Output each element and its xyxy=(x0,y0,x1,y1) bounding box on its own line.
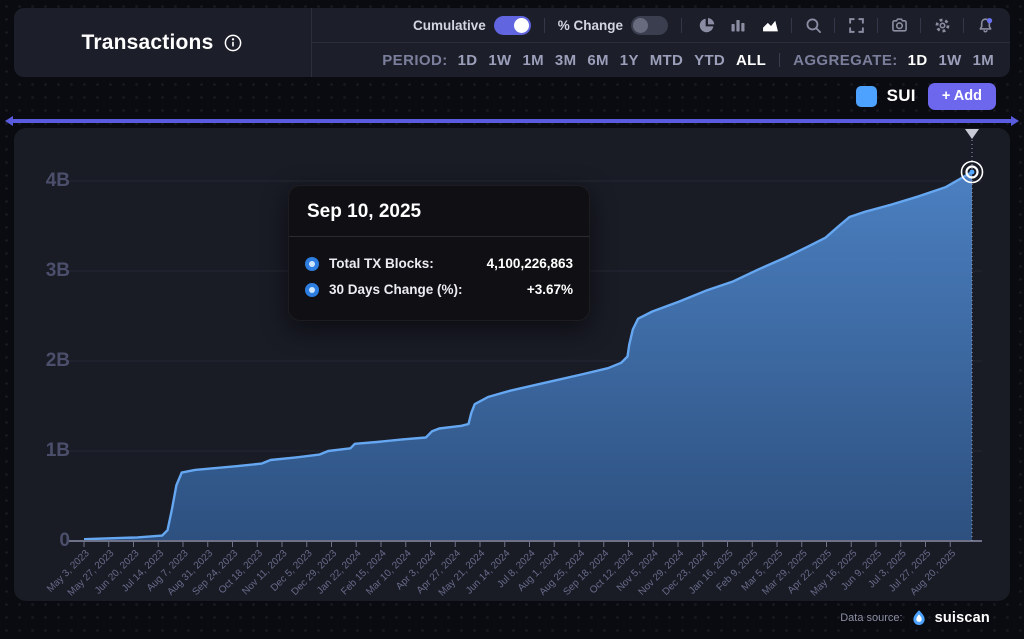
toolbar-row: Cumulative % Change xyxy=(312,8,1010,43)
series-bullet-icon xyxy=(305,256,319,271)
endpoint-marker-dot xyxy=(969,169,975,175)
period-bar: PERIOD: 1D 1W 1M 3M 6M 1Y MTD YTD ALL AGGREGATE:… xyxy=(312,43,1010,77)
settings-icon[interactable] xyxy=(931,14,953,36)
navigator-handle[interactable] xyxy=(965,129,979,139)
period-1d[interactable]: 1D xyxy=(457,51,478,69)
period-1y[interactable]: 1Y xyxy=(619,51,639,69)
y-axis-label: 0 xyxy=(59,530,70,551)
header-controls: Cumulative % Change PERIOD: 1D 1W 1M 3M 6M 1Y… xyxy=(312,8,1010,77)
period-mtd[interactable]: MTD xyxy=(649,51,684,69)
title-section: Transactions xyxy=(14,8,312,77)
separator xyxy=(681,17,682,33)
y-axis-label: 3B xyxy=(45,260,70,281)
period-label: PERIOD: xyxy=(382,51,448,69)
period-options: 1D 1W 1M 3M 6M 1Y MTD YTD ALL xyxy=(458,52,767,69)
tooltip-row: 30 Days Change (%): +3.67% xyxy=(305,282,573,297)
tooltip-value: +3.67% xyxy=(526,282,573,297)
suiscan-logo-icon xyxy=(910,609,928,627)
info-icon[interactable] xyxy=(223,33,243,53)
range-scrubber[interactable] xyxy=(5,116,1019,126)
tooltip-row: Total TX Blocks: 4,100,226,863 xyxy=(305,256,573,271)
aggregate-1m[interactable]: 1M xyxy=(972,51,994,69)
separator xyxy=(779,53,781,67)
scrubber-right-arrow-icon[interactable] xyxy=(1011,116,1019,126)
tooltip-date: Sep 10, 2025 xyxy=(307,201,422,222)
scrubber-left-arrow-icon[interactable] xyxy=(5,116,13,126)
add-series-button[interactable]: + Add xyxy=(927,82,996,110)
legend-item-sui[interactable]: SUI xyxy=(855,85,916,107)
separator xyxy=(963,17,964,33)
aggregate-1w[interactable]: 1W xyxy=(938,51,962,69)
tooltip-rows: Total TX Blocks: 4,100,226,863 30 Days Cha… xyxy=(289,237,589,320)
separator xyxy=(791,17,792,33)
notifications-icon[interactable] xyxy=(974,14,996,36)
tooltip-label: 30 Days Change (%): xyxy=(329,282,463,297)
tooltip-label: Total TX Blocks: xyxy=(329,256,434,271)
suiscan-brand[interactable]: suiscan xyxy=(934,610,990,626)
series-bullet-icon xyxy=(305,282,319,297)
cumulative-label: Cumulative xyxy=(412,17,486,33)
footer: Data source: suiscan xyxy=(840,609,990,627)
y-axis-label: 2B xyxy=(45,350,70,371)
legend-row: SUI + Add xyxy=(855,82,996,110)
data-source-label: Data source: xyxy=(840,612,903,624)
fullscreen-icon[interactable] xyxy=(845,14,867,36)
aggregate-label: AGGREGATE: xyxy=(793,51,898,69)
line-series-sui xyxy=(83,170,973,541)
area-series-sui xyxy=(84,172,972,541)
search-icon[interactable] xyxy=(802,14,824,36)
pie-chart-icon[interactable] xyxy=(695,14,717,36)
period-all[interactable]: ALL xyxy=(736,51,767,69)
tooltip-divider xyxy=(289,236,589,237)
separator xyxy=(543,17,545,33)
toolbar-icons xyxy=(695,14,996,36)
period-6m[interactable]: 6M xyxy=(587,51,609,69)
legend-series-label: SUI xyxy=(886,86,916,105)
y-axis-label: 1B xyxy=(45,440,70,461)
chart-panel[interactable]: 0 1B 2B 3B 4B May 3, 2023 May 27, 2023 Jun 20,… xyxy=(14,128,1010,601)
separator xyxy=(834,17,835,33)
toggle-knob xyxy=(633,17,648,33)
period-1m[interactable]: 1M xyxy=(522,51,544,69)
separator xyxy=(877,17,878,33)
aggregate-1d[interactable]: 1D xyxy=(907,51,928,69)
aggregate-options: 1D 1W 1M xyxy=(908,52,994,69)
camera-icon[interactable] xyxy=(888,14,910,36)
period-1w[interactable]: 1W xyxy=(488,51,512,69)
percent-change-toggle[interactable] xyxy=(631,15,668,35)
percent-change-label: % Change xyxy=(557,17,623,33)
bar-chart-icon[interactable] xyxy=(727,14,749,36)
toggle-knob xyxy=(513,17,529,33)
endpoint-marker xyxy=(960,160,984,184)
endpoint-marker xyxy=(965,165,979,179)
header-panel: Transactions Cumulative % Change xyxy=(14,8,1010,77)
page-title: Transactions xyxy=(81,30,214,54)
chart-tooltip: Sep 10, 2025 Total TX Blocks: 4,100,226,8… xyxy=(288,185,590,321)
percent-change-toggle-group: % Change xyxy=(557,15,668,35)
cumulative-toggle-group: Cumulative xyxy=(412,15,531,35)
area-chart-icon[interactable] xyxy=(759,14,781,36)
period-3m[interactable]: 3M xyxy=(554,51,577,69)
separator xyxy=(920,17,921,33)
y-axis-label: 4B xyxy=(45,170,70,191)
cumulative-toggle[interactable] xyxy=(493,15,531,35)
tooltip-value: 4,100,226,863 xyxy=(486,256,573,271)
sui-color-swatch xyxy=(855,85,877,107)
period-ytd[interactable]: YTD xyxy=(694,51,726,69)
